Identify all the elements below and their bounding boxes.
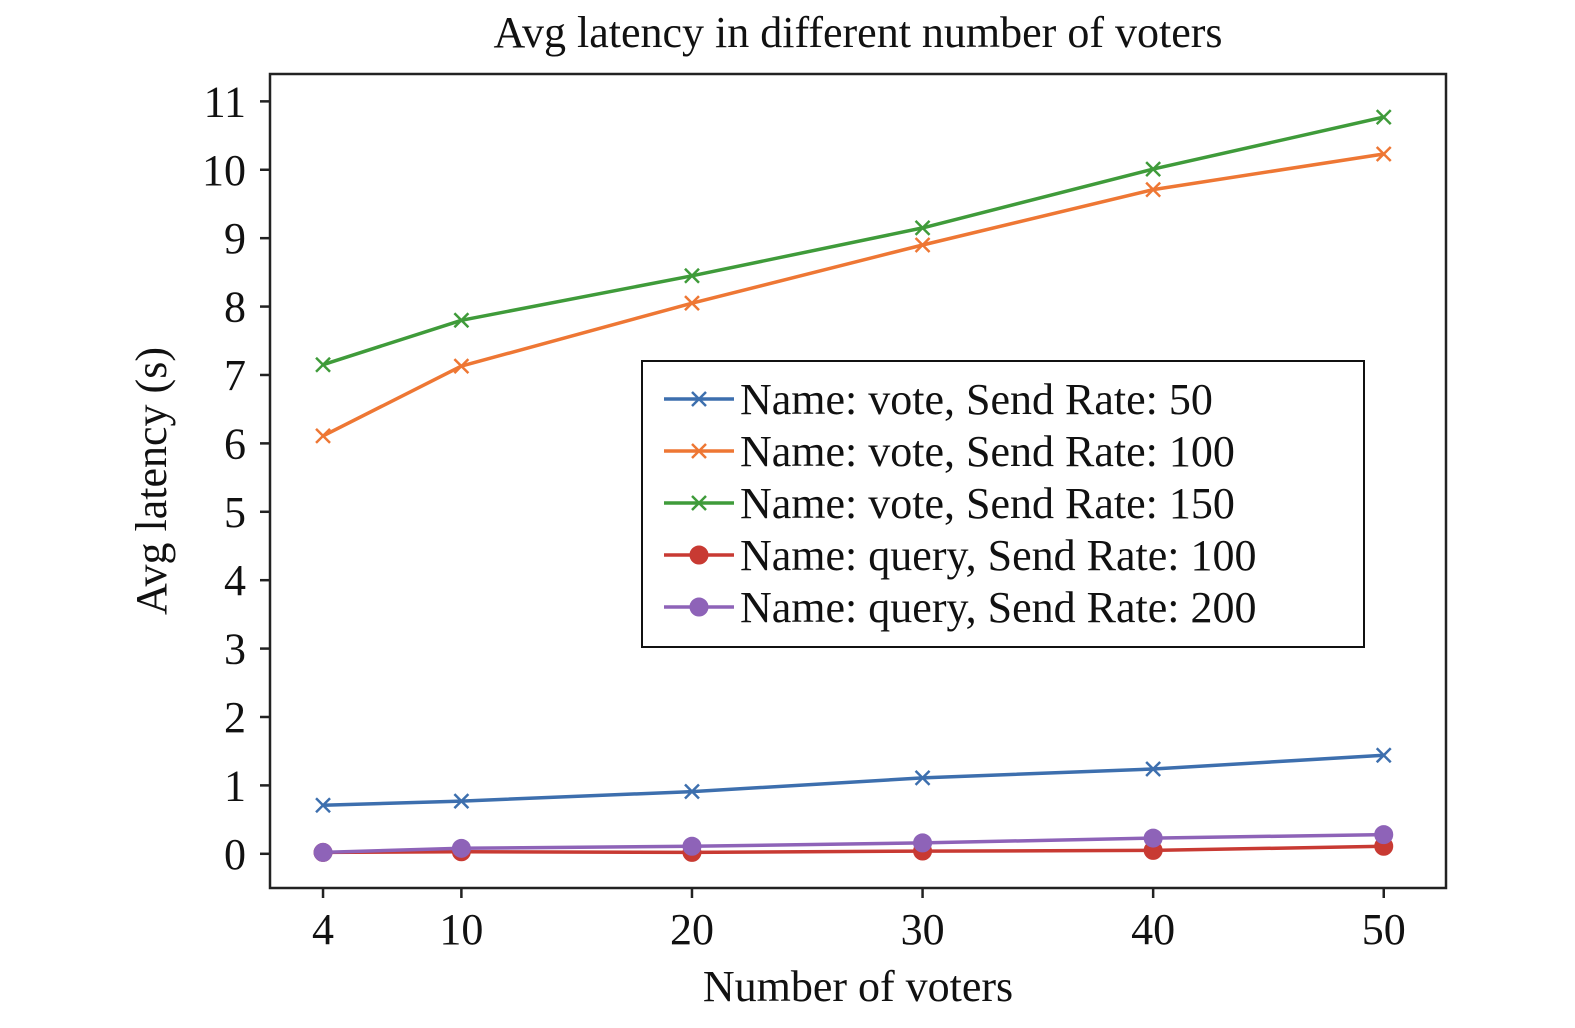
legend-entry: Name: query, Send Rate: 100 — [664, 531, 1256, 580]
y-tick-label: 10 — [202, 146, 246, 195]
legend-box — [641, 360, 1365, 648]
y-axis-label: Avg latency (s) — [127, 347, 176, 615]
data-point — [684, 783, 700, 800]
data-point — [453, 358, 470, 374]
data-point — [914, 220, 931, 236]
data-point — [315, 356, 331, 373]
legend-marker — [691, 443, 707, 459]
y-tick-label: 4 — [224, 556, 246, 605]
x-axis-label: Number of voters — [703, 962, 1013, 1011]
y-tick-label: 9 — [224, 214, 246, 263]
x-tick-label: 40 — [1131, 905, 1175, 954]
legend-entry: Name: query, Send Rate: 200 — [664, 583, 1256, 632]
legend-label: Name: vote, Send Rate: 150 — [740, 479, 1235, 528]
series-5 — [313, 825, 1394, 862]
y-tick-label: 3 — [224, 625, 246, 674]
data-point — [684, 295, 700, 312]
data-point — [1145, 181, 1162, 198]
series-2 — [315, 146, 1392, 444]
data-point — [451, 838, 471, 858]
data-point — [453, 793, 470, 810]
legend-label: Name: query, Send Rate: 100 — [740, 531, 1256, 580]
legend-label: Name: vote, Send Rate: 50 — [740, 375, 1213, 424]
y-tick-label: 11 — [204, 77, 246, 126]
data-point — [1375, 146, 1392, 162]
data-point — [1143, 828, 1163, 848]
x-tick-label: 20 — [670, 905, 714, 954]
data-point — [1375, 109, 1392, 125]
y-tick-label: 0 — [224, 830, 246, 879]
data-point — [682, 836, 702, 856]
series-3 — [315, 109, 1392, 373]
legend-entry: Name: vote, Send Rate: 100 — [664, 427, 1235, 476]
data-point — [453, 312, 470, 329]
data-point — [315, 427, 331, 444]
series-line — [322, 115, 1385, 367]
data-point — [913, 833, 933, 853]
plot-area-frame — [268, 72, 1448, 890]
y-tick-label: 7 — [224, 351, 246, 400]
legend-entry: Name: vote, Send Rate: 150 — [664, 479, 1235, 528]
y-axis: 0 1 2 3 4 5 6 7 8 9 10 11 — [202, 77, 270, 879]
y-tick-label: 2 — [224, 693, 246, 742]
series-line — [322, 753, 1384, 807]
data-point — [313, 842, 333, 862]
x-tick-label: 30 — [901, 905, 945, 954]
data-point — [684, 267, 700, 284]
series-line — [322, 844, 1384, 855]
x-axis: 4 10 20 30 40 50 — [312, 888, 1406, 954]
legend-label: Name: vote, Send Rate: 100 — [740, 427, 1235, 476]
x-tick-label: 10 — [439, 905, 483, 954]
data-point — [1145, 761, 1162, 777]
data-point — [315, 797, 331, 814]
legend-marker — [689, 545, 709, 565]
chart-title: Avg latency in different number of voter… — [493, 8, 1222, 57]
data-point — [914, 769, 931, 786]
legend-marker — [691, 495, 707, 511]
y-tick-label: 6 — [224, 419, 246, 468]
legend-label: Name: query, Send Rate: 200 — [740, 583, 1256, 632]
data-point — [1374, 825, 1394, 845]
series-1 — [315, 747, 1392, 814]
data-point — [1375, 747, 1392, 764]
x-tick-label: 4 — [312, 905, 334, 954]
legend-entry: Name: vote, Send Rate: 50 — [664, 375, 1213, 424]
legend-marker — [689, 597, 709, 617]
series-line — [322, 152, 1384, 438]
y-tick-label: 5 — [224, 488, 246, 537]
data-point — [914, 237, 931, 253]
series-layer — [313, 109, 1394, 862]
legend-marker — [691, 391, 707, 407]
x-tick-label: 50 — [1362, 905, 1406, 954]
data-point — [1145, 161, 1162, 177]
y-tick-label: 8 — [224, 283, 246, 332]
series-line — [322, 832, 1384, 855]
y-tick-label: 1 — [224, 761, 246, 810]
